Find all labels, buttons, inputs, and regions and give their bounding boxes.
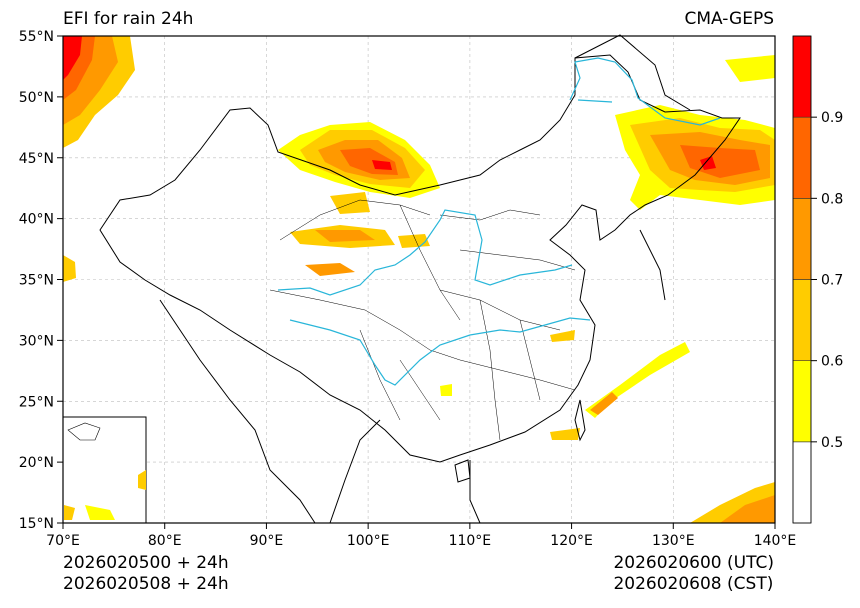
colorbar-segment [792,279,812,361]
map-title: EFI for rain 24h [63,9,194,29]
efi-shading [63,36,775,523]
valid-cst: 2026020608 (CST) [613,574,774,594]
colorbar-label: 0.7 [821,273,843,289]
colorbar-frame [792,35,812,524]
country-borders [99,34,741,524]
init-time: 2026020500 + 24h 2026020508 + 24h [63,553,229,595]
colorbar-segment [792,116,812,199]
lon-tick-label: 100°E [347,533,390,549]
lat-tick-label: 15°N [19,516,54,532]
map-panel [62,34,776,524]
colorbar-segment [792,198,812,280]
lon-tick-label: 110°E [449,533,492,549]
lat-tick-label: 55°N [19,29,54,45]
lon-tick-label: 80°E [148,533,182,549]
init-utc: 2026020500 + 24h [63,553,229,573]
colorbar-segment [792,360,812,443]
lat-tick-label: 35°N [19,273,54,289]
colorbar: 0.5 0.6 0.7 0.8 0.9 [792,35,843,524]
colorbar-segment [792,441,812,524]
colorbar-segment [792,35,812,118]
lon-tick-label: 90°E [250,533,284,549]
longitude-axis: 70°E 80°E 90°E 100°E 110°E 120°E 130°E 140°E [46,523,796,549]
model-name: CMA-GEPS [684,9,774,29]
init-cst: 2026020508 + 24h [63,574,229,594]
lat-tick-label: 45°N [19,151,54,167]
colorbar-label: 0.6 [821,354,843,370]
south-china-sea-inset [62,416,147,524]
lon-tick-label: 140°E [754,533,797,549]
lat-tick-label: 40°N [19,212,54,228]
valid-utc: 2026020600 (UTC) [613,553,774,573]
lon-tick-label: 70°E [46,533,80,549]
colorbar-label: 0.8 [821,191,843,207]
lon-tick-label: 130°E [652,533,695,549]
rivers [277,57,721,386]
colorbar-label: 0.9 [821,110,843,126]
lon-tick-label: 120°E [550,533,593,549]
latitude-axis: 55°N 50°N 45°N 40°N 35°N 30°N 25°N 20°N 15°N [19,29,63,532]
lat-tick-label: 20°N [19,455,54,471]
lat-tick-label: 30°N [19,333,54,349]
lat-tick-label: 50°N [19,90,54,106]
colorbar-label: 0.5 [821,435,843,451]
lat-tick-label: 25°N [19,394,54,410]
province-borders [269,199,576,441]
valid-time: 2026020600 (UTC) 2026020608 (CST) [613,553,774,595]
